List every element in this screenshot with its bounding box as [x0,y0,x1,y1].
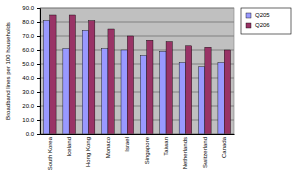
y-tick-label: 50.0 [22,61,34,67]
x-tick: Singapore [144,134,150,164]
y-axis-line [37,9,41,135]
plot-frame [40,8,234,134]
x-tick-label: Hong Kong [85,137,91,167]
bar [121,50,127,134]
x-tick: Iceland [66,134,72,156]
legend-box [241,8,291,34]
x-tick: South Korea [47,134,53,170]
y-axis-title: Broadband lines per 100 households [5,22,11,120]
y-tick: 90.0 [22,5,40,11]
bar [199,67,205,134]
x-tick: Israel [124,134,130,152]
x-tick-label: South Korea [47,136,53,170]
y-axis: 0.0 10.0 20.0 30.0 40.0 50.0 60.0 70.0 80.0 90.0 [22,5,40,137]
bar [205,47,211,134]
y-tick-mark [37,8,40,9]
x-tick: Canada [221,134,227,158]
bar [82,30,88,134]
y-tick-label: 70.0 [22,33,34,39]
bar [50,15,56,134]
x-tick: Netherlands [182,134,188,169]
y-tick: 30.0 [22,89,40,95]
y-tick-label: 20.0 [22,103,34,109]
y-tick-mark [37,120,40,121]
y-tick: 70.0 [22,33,40,39]
bar [43,21,49,134]
y-tick-mark [37,22,40,23]
x-tick-label: Iceland [66,137,72,156]
y-tick: 50.0 [22,61,40,67]
bar [89,21,95,134]
bar [69,15,75,134]
bar [166,42,172,134]
bar [63,49,69,134]
plot-background [40,8,234,134]
y-tick: 10.0 [22,117,40,123]
grid [40,8,234,134]
bar [147,40,153,134]
bar [127,36,133,134]
chart: 0.0 10.0 20.0 30.0 40.0 50.0 60.0 70.0 80.0 90.0 S… [0,0,300,174]
bar [160,51,166,134]
x-tick-label: Canada [221,136,227,158]
x-tick: Taiwan [163,134,169,156]
x-tick-label: Switzerland [202,137,208,168]
y-tick: 80.0 [22,19,40,25]
bar [140,56,146,134]
legend-swatch [246,23,251,28]
bar [108,29,114,134]
x-axis-line [41,134,235,135]
y-tick-label: 10.0 [22,117,34,123]
x-tick-label: Monaco [105,136,111,158]
x-tick-label: Israel [124,137,130,152]
bar [185,46,191,134]
y-tick-mark [37,64,40,65]
x-tick-label: Taiwan [163,137,169,156]
x-tick: Switzerland [202,134,208,168]
x-tick: Monaco [105,134,111,158]
y-tick-label: 80.0 [22,19,34,25]
y-tick: 20.0 [22,103,40,109]
y-tick: 60.0 [22,47,40,53]
bar-series [50,15,231,134]
y-tick-mark [37,92,40,93]
legend-swatch [246,13,251,18]
legend: Q205 Q206 [241,8,291,34]
y-tick-mark [37,50,40,51]
y-tick-label: 30.0 [22,89,34,95]
bar [179,63,185,134]
y-tick-mark [37,78,40,79]
y-tick-label: 60.0 [22,47,34,53]
x-tick-label: Singapore [144,136,150,164]
y-tick-label: 0.0 [26,131,35,137]
x-tick-label: Netherlands [182,137,188,169]
y-tick-mark [37,106,40,107]
y-tick-mark [37,36,40,37]
y-tick: 40.0 [22,75,40,81]
y-tick-mark [37,134,40,135]
legend-label: Q205 [255,12,270,18]
plot: 0.0 10.0 20.0 30.0 40.0 50.0 60.0 70.0 80.0 90.0 S… [22,5,234,170]
bar [224,50,230,134]
bar [218,63,224,134]
bars [43,15,230,134]
legend-label: Q206 [255,22,270,28]
bar [102,49,108,134]
y-tick: 0.0 [26,131,40,137]
x-tick: Hong Kong [85,134,91,167]
x-axis: South Korea Iceland Hong Kong Monaco Israel S… [41,134,235,170]
y-tick-label: 40.0 [22,75,34,81]
y-tick-label: 90.0 [22,5,34,11]
